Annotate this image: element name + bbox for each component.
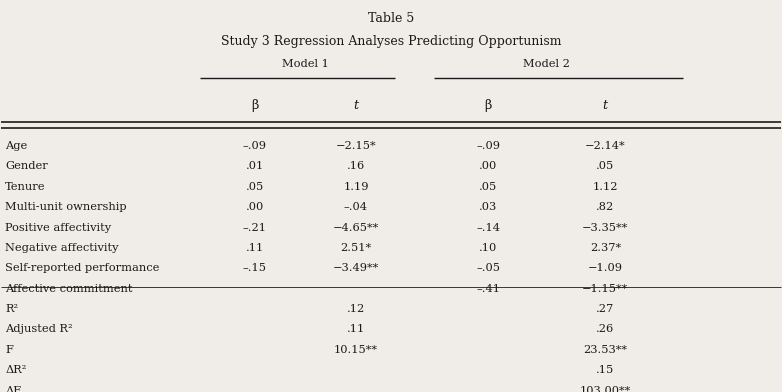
Text: .12: .12 — [346, 304, 365, 314]
Text: Model 2: Model 2 — [523, 59, 570, 69]
Text: −1.15**: −1.15** — [582, 284, 629, 294]
Text: 1.12: 1.12 — [593, 182, 618, 192]
Text: –.09: –.09 — [242, 141, 267, 151]
Text: .27: .27 — [596, 304, 615, 314]
Text: –.14: –.14 — [476, 223, 500, 232]
Text: .11: .11 — [346, 325, 365, 334]
Text: –.41: –.41 — [476, 284, 500, 294]
Text: Table 5: Table 5 — [368, 12, 414, 25]
Text: −3.35**: −3.35** — [582, 223, 629, 232]
Text: 10.15**: 10.15** — [334, 345, 378, 355]
Text: 23.53**: 23.53** — [583, 345, 627, 355]
Text: –.04: –.04 — [344, 202, 368, 212]
Text: β: β — [251, 99, 258, 112]
Text: ΔF: ΔF — [5, 386, 21, 392]
Text: Tenure: Tenure — [5, 182, 46, 192]
Text: Model 1: Model 1 — [282, 59, 328, 69]
Text: −2.15*: −2.15* — [335, 141, 376, 151]
Text: t: t — [353, 99, 358, 112]
Text: −2.14*: −2.14* — [585, 141, 626, 151]
Text: .16: .16 — [346, 162, 365, 171]
Text: Negative affectivity: Negative affectivity — [5, 243, 119, 253]
Text: t: t — [603, 99, 608, 112]
Text: –.05: –.05 — [476, 263, 500, 273]
Text: 2.51*: 2.51* — [340, 243, 371, 253]
Text: .11: .11 — [246, 243, 264, 253]
Text: R²: R² — [5, 304, 19, 314]
Text: Gender: Gender — [5, 162, 48, 171]
Text: .26: .26 — [596, 325, 615, 334]
Text: 2.37*: 2.37* — [590, 243, 621, 253]
Text: .00: .00 — [479, 162, 497, 171]
Text: −3.49**: −3.49** — [333, 263, 379, 273]
Text: Affective commitment: Affective commitment — [5, 284, 133, 294]
Text: .15: .15 — [596, 365, 615, 375]
Text: –.21: –.21 — [242, 223, 267, 232]
Text: Multi-unit ownership: Multi-unit ownership — [5, 202, 127, 212]
Text: .05: .05 — [596, 162, 615, 171]
Text: −1.09: −1.09 — [588, 263, 622, 273]
Text: .01: .01 — [246, 162, 264, 171]
Text: –.09: –.09 — [476, 141, 500, 151]
Text: β: β — [485, 99, 492, 112]
Text: Adjusted R²: Adjusted R² — [5, 325, 73, 334]
Text: .03: .03 — [479, 202, 497, 212]
Text: .82: .82 — [596, 202, 615, 212]
Text: F: F — [5, 345, 13, 355]
Text: −4.65**: −4.65** — [333, 223, 379, 232]
Text: .05: .05 — [479, 182, 497, 192]
Text: .10: .10 — [479, 243, 497, 253]
Text: Study 3 Regression Analyses Predicting Opportunism: Study 3 Regression Analyses Predicting O… — [221, 35, 561, 48]
Text: .05: .05 — [246, 182, 264, 192]
Text: 1.19: 1.19 — [343, 182, 368, 192]
Text: ΔR²: ΔR² — [5, 365, 27, 375]
Text: .00: .00 — [246, 202, 264, 212]
Text: Positive affectivity: Positive affectivity — [5, 223, 111, 232]
Text: –.15: –.15 — [242, 263, 267, 273]
Text: 103.00**: 103.00** — [579, 386, 631, 392]
Text: Self-reported performance: Self-reported performance — [5, 263, 160, 273]
Text: Age: Age — [5, 141, 27, 151]
